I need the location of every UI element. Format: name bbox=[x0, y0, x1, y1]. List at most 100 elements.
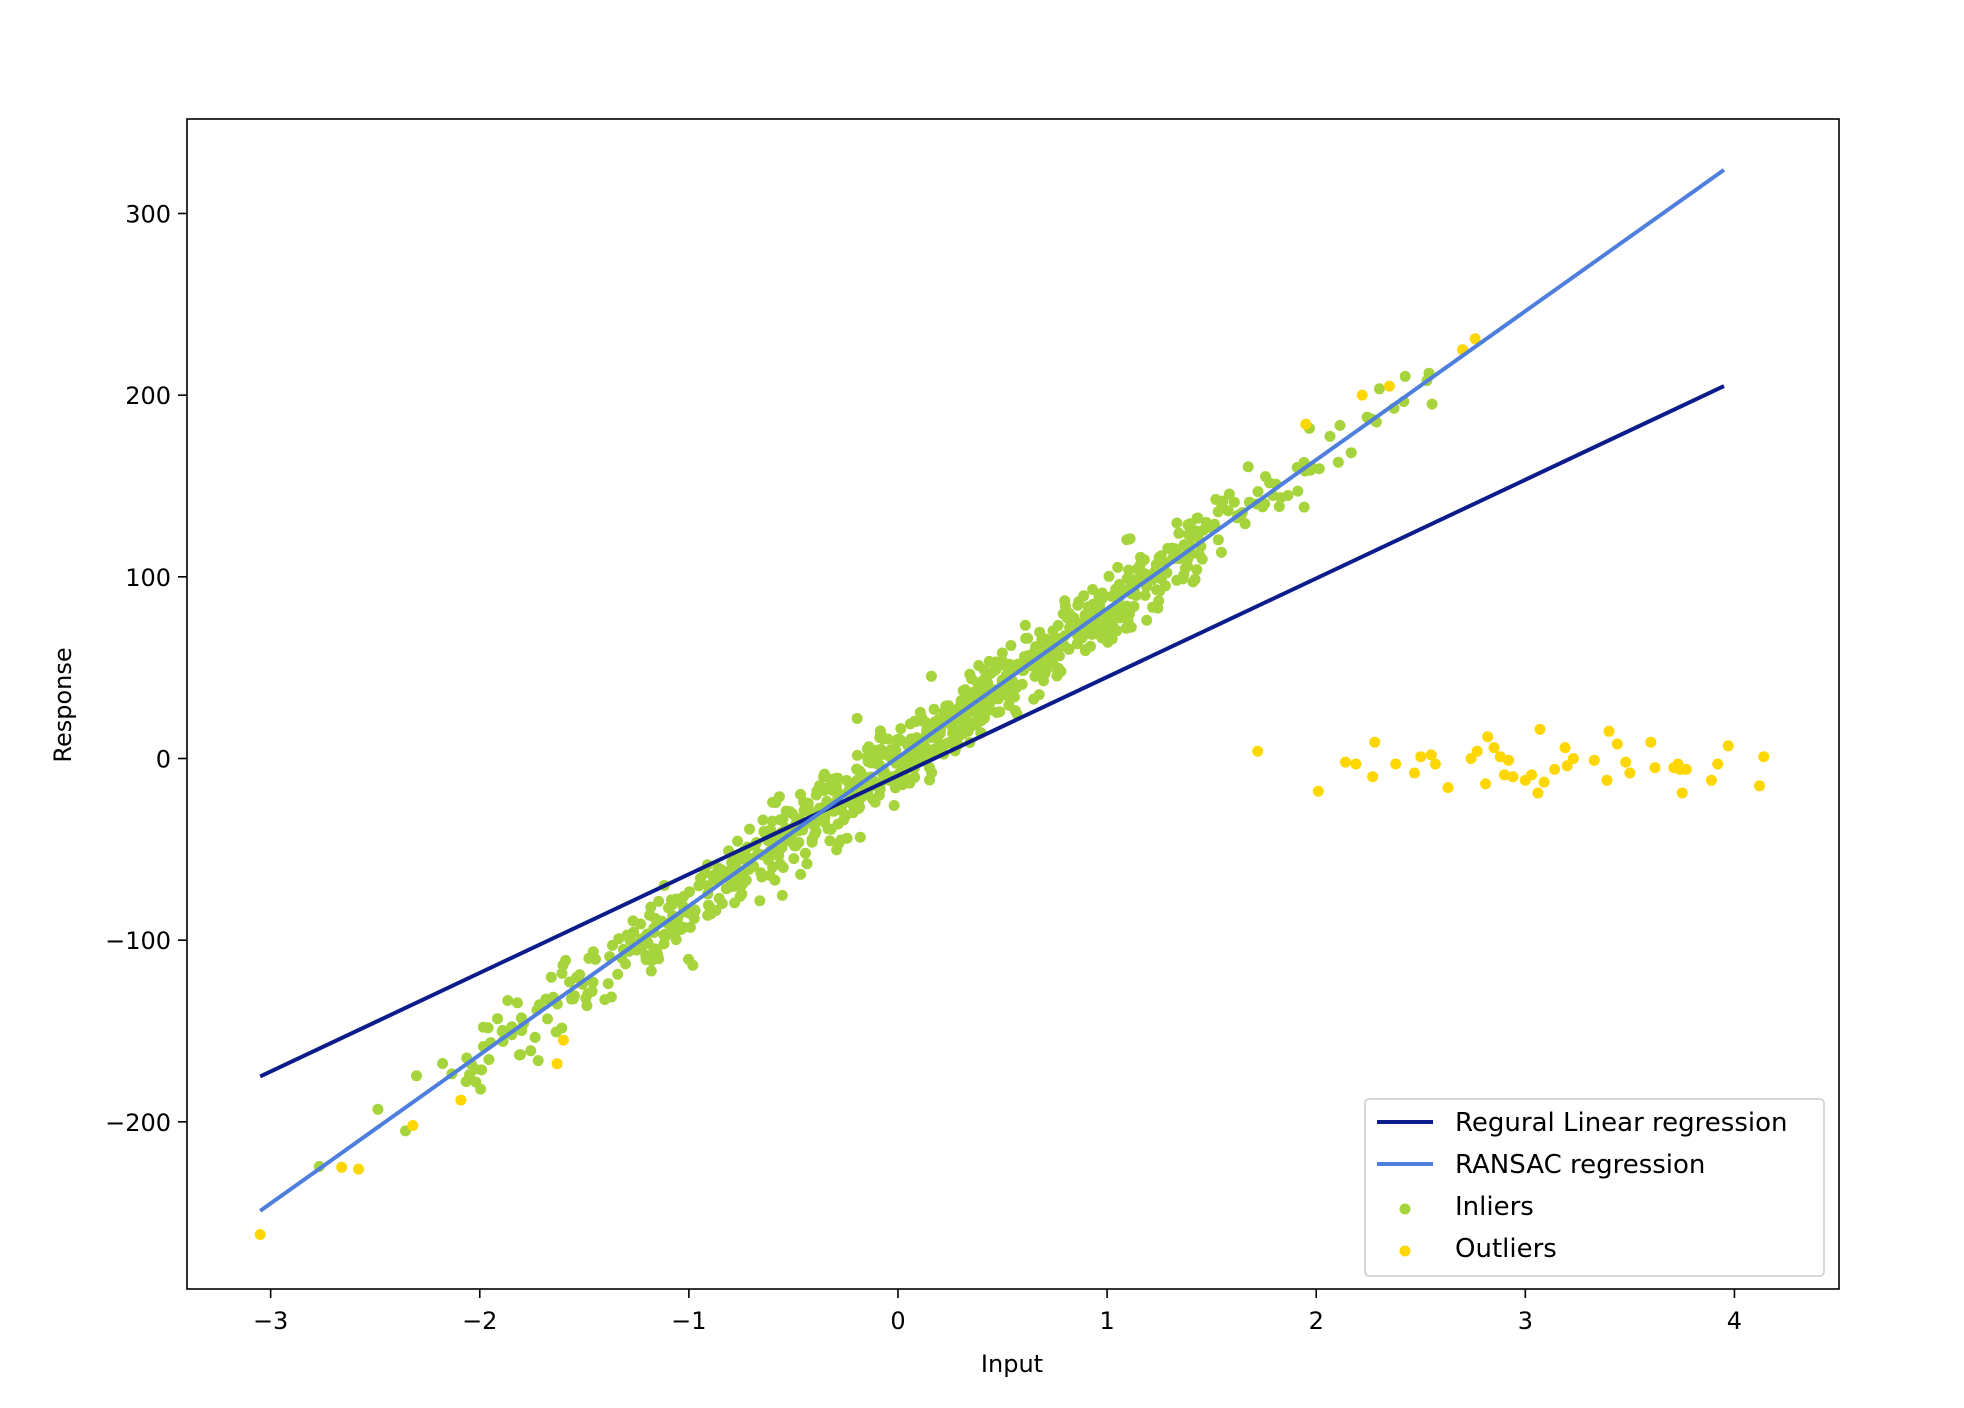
inlier-point bbox=[1215, 546, 1227, 558]
regular-regression-line bbox=[259, 384, 1725, 1079]
inlier-point bbox=[540, 993, 552, 1005]
outlier-point bbox=[1538, 776, 1550, 788]
inlier-point bbox=[683, 953, 694, 965]
inlier-point bbox=[1159, 580, 1171, 592]
outlier-point bbox=[1429, 758, 1441, 770]
inlier-point bbox=[851, 749, 863, 761]
inlier-point bbox=[1123, 564, 1135, 576]
inlier-point bbox=[774, 814, 786, 826]
outlier-point bbox=[1534, 723, 1546, 735]
inlier-point bbox=[645, 965, 657, 977]
y-tick-label: −200 bbox=[105, 1109, 171, 1137]
inlier-point bbox=[1153, 595, 1165, 607]
outlier-point bbox=[455, 1094, 467, 1106]
inlier-point bbox=[959, 684, 971, 696]
inlier-point bbox=[477, 1021, 489, 1033]
outlier-point bbox=[1409, 767, 1420, 779]
inlier-point bbox=[888, 800, 900, 811]
inlier-point bbox=[798, 805, 810, 816]
outlier-point bbox=[1549, 763, 1561, 775]
inlier-point bbox=[565, 993, 577, 1005]
inlier-point bbox=[645, 901, 657, 913]
inlier-point bbox=[755, 867, 767, 879]
outlier-point bbox=[1300, 418, 1312, 430]
inlier-point bbox=[1192, 512, 1204, 524]
inlier-point bbox=[1399, 370, 1411, 382]
inlier-point bbox=[470, 1076, 482, 1088]
inlier-point bbox=[737, 878, 748, 890]
inlier-point bbox=[1223, 488, 1235, 500]
outlier-point bbox=[1494, 751, 1506, 763]
inlier-point bbox=[943, 737, 955, 749]
inlier-point bbox=[1126, 573, 1138, 585]
inlier-point bbox=[810, 825, 822, 837]
inlier-point bbox=[925, 670, 937, 682]
inlier-point bbox=[525, 1045, 537, 1057]
inlier-point bbox=[1334, 419, 1346, 431]
inlier-point bbox=[620, 958, 631, 970]
inlier-point bbox=[640, 949, 652, 961]
y-tick-label: 0 bbox=[156, 746, 171, 774]
outlier-point bbox=[1561, 760, 1573, 772]
inlier-point bbox=[1187, 576, 1199, 588]
outlier-point bbox=[1620, 756, 1632, 768]
y-axis: −200 −100 0 100 200 300 bbox=[105, 200, 187, 1137]
inlier-point bbox=[861, 743, 873, 755]
outlier-point bbox=[1340, 756, 1351, 768]
inlier-point bbox=[940, 700, 952, 712]
inlier-point bbox=[556, 967, 568, 979]
inlier-point bbox=[583, 952, 595, 964]
inlier-point bbox=[928, 703, 940, 715]
inlier-point bbox=[1071, 638, 1083, 650]
inlier-point bbox=[854, 831, 866, 843]
outlier-point bbox=[1356, 389, 1368, 401]
inlier-point bbox=[1298, 501, 1310, 513]
inlier-point bbox=[776, 889, 788, 901]
outlier-point bbox=[1603, 725, 1615, 737]
inlier-point bbox=[989, 664, 1001, 676]
x-tick-label: −1 bbox=[671, 1307, 706, 1335]
inlier-point bbox=[801, 858, 813, 870]
inlier-point bbox=[586, 985, 598, 997]
inlier-point bbox=[853, 765, 865, 777]
outlier-point bbox=[1488, 742, 1500, 754]
inlier-point bbox=[1117, 584, 1129, 596]
inlier-point bbox=[624, 934, 636, 946]
outlier-point bbox=[1611, 738, 1623, 750]
inlier-point bbox=[670, 893, 682, 905]
outlier-point bbox=[1498, 769, 1510, 781]
inlier-point bbox=[1112, 561, 1124, 573]
inlier-point bbox=[841, 832, 853, 844]
outlier-point bbox=[1601, 774, 1613, 786]
inlier-point bbox=[1052, 620, 1064, 631]
inlier-point bbox=[587, 976, 599, 988]
outlier-point bbox=[1680, 763, 1692, 775]
inlier-point bbox=[872, 747, 884, 759]
legend-label-regular: Regural Linear regression bbox=[1455, 1108, 1788, 1138]
inlier-point bbox=[1139, 589, 1151, 601]
inlier-point bbox=[1094, 599, 1106, 611]
outlier-point bbox=[1482, 731, 1494, 743]
outlier-point bbox=[1471, 745, 1483, 757]
outlier-point bbox=[1649, 762, 1661, 774]
outlier-point bbox=[1367, 771, 1379, 783]
inlier-point bbox=[650, 951, 662, 963]
inlier-point bbox=[703, 900, 715, 912]
inlier-point bbox=[1011, 681, 1023, 693]
outlier-point bbox=[407, 1120, 419, 1131]
inlier-point bbox=[874, 732, 886, 743]
inlier-point bbox=[1124, 608, 1135, 620]
inlier-point bbox=[649, 912, 661, 924]
x-tick-label: 3 bbox=[1518, 1307, 1533, 1335]
inlier-point bbox=[1204, 521, 1216, 533]
outlier-point bbox=[1390, 758, 1402, 770]
outlier-point bbox=[1442, 782, 1454, 794]
inlier-point bbox=[1252, 486, 1264, 498]
outlier-point bbox=[1465, 753, 1477, 764]
legend-label-ransac: RANSAC regression bbox=[1455, 1150, 1705, 1180]
inlier-point bbox=[784, 806, 796, 818]
outlier-point bbox=[1722, 740, 1734, 752]
inlier-point bbox=[1186, 529, 1198, 541]
outlier-point bbox=[1532, 787, 1544, 799]
inlier-point bbox=[1034, 626, 1046, 638]
